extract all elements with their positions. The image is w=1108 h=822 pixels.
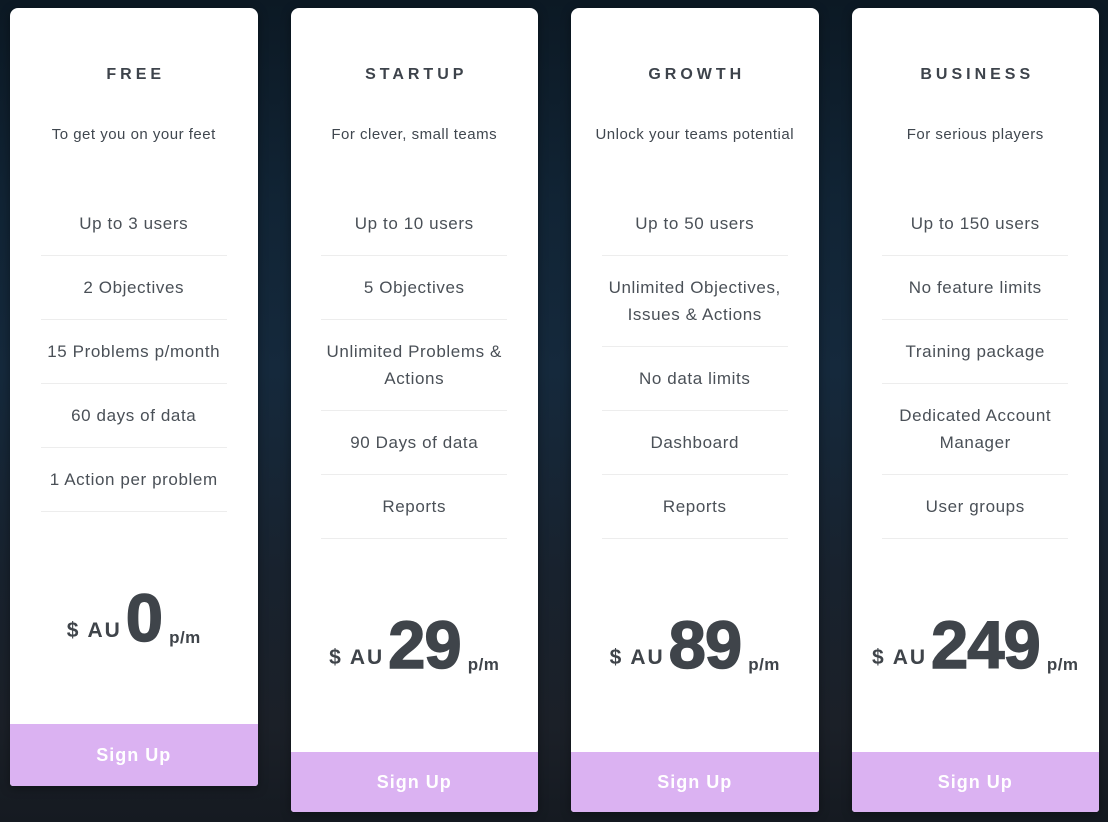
plan-title: FREE xyxy=(106,66,166,83)
feature-item: Reports xyxy=(601,475,788,539)
price: $ AU 89 p/m xyxy=(609,608,780,683)
price-currency: $ AU xyxy=(66,618,122,642)
price-amount: 249 xyxy=(930,608,1041,683)
signup-button-free[interactable]: Sign Up xyxy=(10,724,258,786)
pricing-card-business: BUSINESS For serious players Up to 150 u… xyxy=(851,8,1100,812)
price-area: $ AU 29 p/m xyxy=(291,539,539,752)
feature-item: 5 Objectives xyxy=(321,256,508,320)
plan-title: BUSINESS xyxy=(920,66,1035,83)
feature-item: 60 days of data xyxy=(40,384,227,448)
feature-item: Dashboard xyxy=(601,411,788,475)
feature-item: User groups xyxy=(882,475,1069,539)
plan-subtitle: For serious players xyxy=(906,126,1044,143)
plan-subtitle: Unlock your teams potential xyxy=(595,126,795,143)
pricing-card-growth: GROWTH Unlock your teams potential Up to… xyxy=(571,8,819,812)
price-area: $ AU 0 p/m xyxy=(10,512,258,724)
feature-item: 90 Days of data xyxy=(321,411,508,475)
plan-title: GROWTH xyxy=(648,66,746,83)
feature-item: 2 Objectives xyxy=(40,256,227,320)
plan-title: STARTUP xyxy=(365,66,468,83)
price-period: p/m xyxy=(467,655,500,674)
feature-item: Unlimited Objectives, Issues & Actions xyxy=(601,256,788,347)
price-currency: $ AU xyxy=(609,646,665,669)
feature-item: Dedicated Account Manager xyxy=(882,384,1069,475)
price-period: p/m xyxy=(1046,655,1079,674)
price-currency: $ AU xyxy=(329,646,385,669)
feature-item: 1 Action per problem xyxy=(40,448,227,512)
feature-item: 15 Problems p/month xyxy=(40,320,227,384)
pricing-card-startup: STARTUP For clever, small teams Up to 10… xyxy=(290,8,539,812)
feature-item: Up to 50 users xyxy=(601,192,788,256)
feature-list: Up to 150 users No feature limits Traini… xyxy=(882,192,1069,539)
signup-button-business[interactable]: Sign Up xyxy=(851,752,1099,812)
feature-item: No feature limits xyxy=(882,256,1069,320)
plan-subtitle: To get you on your feet xyxy=(51,126,216,143)
feature-item: Reports xyxy=(321,475,508,539)
feature-item: Up to 10 users xyxy=(321,192,508,256)
feature-item: No data limits xyxy=(601,347,788,411)
price-amount: 89 xyxy=(668,608,743,683)
signup-button-startup[interactable]: Sign Up xyxy=(290,752,538,812)
feature-list: Up to 50 users Unlimited Objectives, Iss… xyxy=(601,192,788,539)
price: $ AU 29 p/m xyxy=(329,608,500,683)
feature-item: Up to 3 users xyxy=(40,192,227,256)
price-period: p/m xyxy=(169,627,201,647)
signup-button-growth[interactable]: Sign Up xyxy=(571,752,819,812)
price: $ AU 249 p/m xyxy=(871,608,1079,683)
price-period: p/m xyxy=(748,655,780,674)
price-area: $ AU 249 p/m xyxy=(852,539,1100,752)
plan-subtitle: For clever, small teams xyxy=(331,126,498,143)
pricing-card-free: FREE To get you on your feet Up to 3 use… xyxy=(10,8,258,786)
price-currency: $ AU xyxy=(871,646,928,669)
feature-item: Training package xyxy=(882,320,1069,384)
price-amount: 0 xyxy=(125,580,164,656)
feature-item: Up to 150 users xyxy=(882,192,1069,256)
price: $ AU 0 p/m xyxy=(66,580,201,656)
feature-list: Up to 10 users 5 Objectives Unlimited Pr… xyxy=(321,192,508,539)
feature-list: Up to 3 users 2 Objectives 15 Problems p… xyxy=(40,192,227,512)
price-amount: 29 xyxy=(387,608,462,683)
price-area: $ AU 89 p/m xyxy=(571,539,819,752)
feature-item: Unlimited Problems & Actions xyxy=(321,320,508,411)
